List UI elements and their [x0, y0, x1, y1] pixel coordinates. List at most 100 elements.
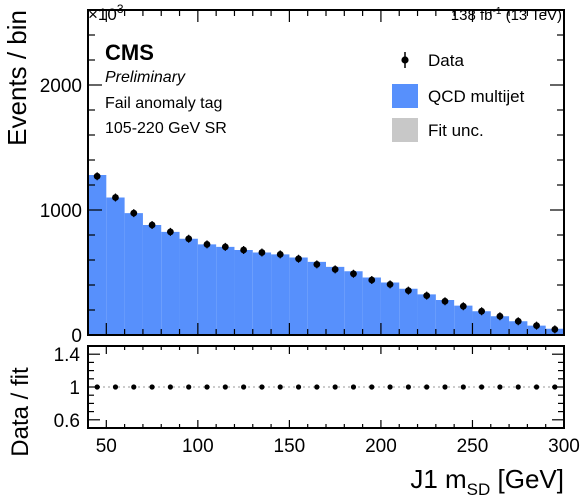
qcd-bar [124, 213, 143, 335]
legend-qcd-swatch [392, 84, 418, 108]
ratio-y-tick-label: 1.4 [54, 345, 81, 366]
ratio-y-axis-label: Data / fit [7, 367, 34, 457]
data-point [441, 297, 449, 305]
qcd-bar [142, 225, 162, 335]
annotation-line-2: 105-220 GeV SR [105, 120, 227, 137]
qcd-bar [326, 266, 345, 335]
data-point [533, 322, 540, 330]
data-point [185, 235, 193, 243]
legend-label-qcd: QCD multijet [428, 87, 525, 106]
qcd-bar [344, 271, 363, 335]
x-tick-label: 50 [96, 436, 117, 457]
data-point [130, 209, 138, 217]
data-point [148, 221, 156, 229]
ratio-point [314, 384, 320, 390]
ratio-point [167, 384, 173, 390]
x-tick-label: 300 [548, 436, 580, 457]
ratio-point [479, 384, 485, 390]
qcd-bar [161, 231, 180, 335]
data-point [350, 270, 357, 278]
qcd-bar [454, 305, 473, 335]
ratio-frame [87, 345, 565, 429]
ratio-point [259, 384, 265, 390]
ratio-point [533, 384, 540, 390]
data-point [258, 249, 266, 256]
annotation-line-1: Fail anomaly tag [105, 95, 222, 112]
ratio-point [369, 384, 375, 390]
ratio-point [112, 384, 119, 390]
data-point [368, 276, 376, 284]
data-point [459, 302, 467, 310]
data-point [221, 243, 229, 251]
data-point [93, 172, 101, 180]
ratio-point [350, 384, 357, 390]
ratio-point [442, 384, 448, 390]
legend-label-data: Data [428, 51, 464, 70]
data-point [551, 325, 559, 333]
x-tick-label: 150 [274, 436, 306, 457]
data-point [514, 317, 522, 325]
data-point [386, 280, 394, 288]
qcd-bar [362, 277, 381, 335]
y-axis-label: Events / bin [2, 10, 32, 146]
ratio-point [497, 384, 503, 390]
qcd-bar [399, 288, 418, 335]
main-frame [87, 9, 565, 336]
data-point [203, 240, 211, 248]
qcd-bar [106, 197, 125, 335]
ratio-point [204, 384, 210, 390]
ratio-point [241, 384, 247, 390]
ratio-point [277, 384, 283, 390]
qcd-bar [88, 175, 107, 335]
qcd-bar [417, 294, 436, 335]
axis-ticks: 50 100 150 200 250 300 0 1000 2000 0.6 1 1.4 [40, 9, 580, 457]
qcd-bar [435, 300, 455, 335]
qcd-bar [289, 257, 308, 335]
data-point [166, 228, 174, 236]
qcd-bar [197, 244, 217, 335]
qcd-bar [179, 238, 198, 335]
ratio-y-tick-label: 0.6 [54, 411, 80, 432]
data-point [496, 312, 504, 320]
main-data-points [93, 172, 559, 334]
ratio-point [149, 384, 155, 390]
ratio-point [295, 384, 302, 390]
ratio-point [222, 384, 228, 390]
ratio-point [387, 384, 393, 390]
y-multiplier: ×103 [88, 2, 124, 24]
legend-data-marker [401, 56, 409, 64]
ratio-points [88, 384, 564, 390]
qcd-bar [509, 321, 528, 335]
qcd-bar [527, 325, 546, 335]
experiment-label: CMS [105, 40, 154, 65]
status-label: Preliminary [105, 69, 186, 86]
ratio-point [405, 384, 411, 390]
ratio-point [460, 384, 466, 390]
data-point [295, 255, 302, 263]
legend: Data QCD multijet Fit unc. [392, 51, 525, 142]
ratio-point [186, 384, 192, 390]
legend-label-unc: Fit unc. [428, 121, 484, 140]
ratio-point [515, 384, 521, 390]
ratio-point [332, 384, 338, 390]
ratio-y-tick-label: 1 [69, 378, 80, 399]
qcd-bar [380, 282, 400, 335]
legend-unc-swatch [392, 118, 418, 142]
data-point [331, 265, 339, 273]
qcd-bar [307, 261, 326, 335]
data-point [276, 250, 284, 258]
ratio-point [424, 384, 430, 390]
x-tick-label: 100 [182, 436, 214, 457]
data-point [313, 260, 321, 268]
y-tick-label: 0 [71, 326, 82, 347]
qcd-bar [490, 316, 510, 335]
x-tick-label: 250 [457, 436, 489, 457]
lumi-label: 138 fb-1 (13 TeV) [451, 6, 562, 24]
data-point [404, 287, 412, 295]
qcd-bar [216, 246, 235, 335]
data-point [112, 194, 119, 201]
data-point [240, 246, 248, 254]
y-tick-label: 1000 [40, 201, 82, 222]
qcd-bar [271, 254, 290, 335]
